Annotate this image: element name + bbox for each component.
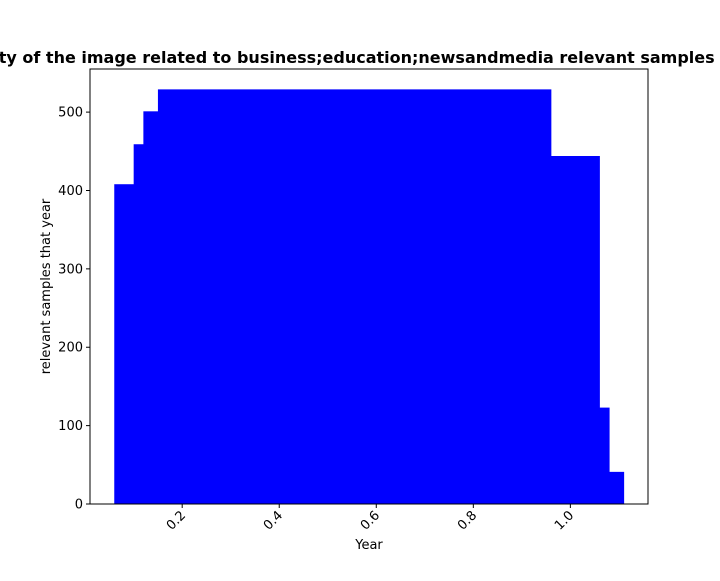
x-axis: 0.2 0.4 0.6 0.8 1.0: [164, 504, 577, 533]
x-tick-label: 1.0: [552, 508, 577, 533]
y-tick-label: 100: [58, 419, 83, 434]
x-tick-label: 0.4: [261, 508, 286, 533]
x-axis-label: Year: [354, 538, 383, 553]
bar-3: [157, 89, 552, 504]
bar-6: [609, 471, 625, 504]
plot-frame: [89, 68, 649, 505]
bar-5: [599, 407, 610, 504]
x-tick-label: 0.2: [164, 508, 189, 533]
y-tick-label: 500: [58, 106, 83, 121]
y-axis-label: relevant samples that year: [39, 198, 54, 374]
chart-title: Distribution of the quantity of the imag…: [0, 48, 720, 67]
y-tick-label: 300: [58, 262, 83, 277]
bars-group: [114, 89, 625, 505]
y-axis: 0 100 200 300 400 500: [58, 106, 90, 513]
bar-0: [114, 184, 135, 504]
bar-1: [133, 144, 144, 505]
x-tick-label: 0.8: [455, 508, 480, 533]
bar-4: [550, 156, 600, 504]
x-tick-label: 0.6: [358, 508, 383, 533]
y-tick-label: 200: [58, 341, 83, 356]
bar-2: [143, 111, 159, 504]
y-tick-label: 0: [75, 498, 83, 513]
y-tick-label: 400: [58, 184, 83, 199]
